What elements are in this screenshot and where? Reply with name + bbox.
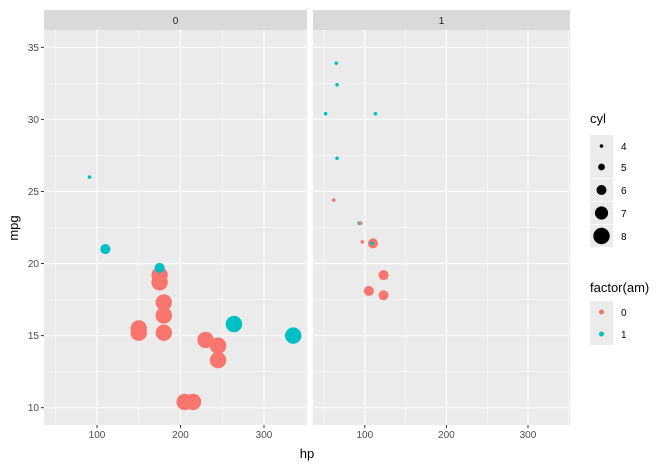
data-point	[197, 331, 214, 349]
legend-label: 1	[621, 330, 627, 341]
data-point	[373, 111, 378, 116]
data-point	[323, 111, 328, 116]
data-point	[154, 262, 165, 273]
x-axis-label: hp	[300, 446, 314, 461]
data-point	[87, 175, 92, 179]
legend-size-point	[599, 144, 604, 148]
data-point	[335, 82, 339, 87]
legend-size-point	[593, 227, 610, 245]
data-point	[209, 337, 227, 354]
x-tick-label: 300	[520, 430, 537, 441]
legend-size-point	[596, 185, 607, 195]
data-point	[225, 315, 243, 333]
data-point	[155, 294, 173, 311]
legend-label: 5	[621, 163, 627, 174]
data-point	[155, 324, 173, 341]
data-point	[285, 327, 302, 344]
facet-strip	[44, 10, 307, 30]
x-tick-label: 200	[438, 430, 455, 441]
facet-label: 0	[173, 16, 179, 27]
y-tick-label: 10	[28, 403, 40, 414]
legend-label: 4	[621, 142, 627, 153]
legend-color-point	[599, 331, 604, 337]
data-point	[360, 240, 365, 244]
data-point	[358, 221, 363, 225]
data-point	[130, 324, 147, 341]
legend-size-point	[594, 206, 609, 220]
data-point	[363, 285, 374, 296]
facet-label: 1	[439, 16, 445, 27]
data-point	[334, 61, 339, 65]
legend-label: 7	[621, 209, 627, 220]
data-point	[184, 393, 202, 411]
data-point	[378, 270, 389, 281]
y-axis-label: mpg	[6, 215, 21, 240]
x-tick-label: 300	[256, 430, 273, 441]
x-tick-label: 100	[356, 430, 373, 441]
y-tick-label: 25	[28, 187, 40, 198]
legend-color-point	[599, 309, 604, 315]
data-point	[155, 307, 173, 324]
x-tick-label: 100	[89, 430, 106, 441]
y-tick-label: 35	[28, 43, 40, 54]
legend-label: 8	[621, 232, 627, 243]
facet-strip	[313, 10, 570, 30]
data-point	[151, 266, 168, 284]
legend-title-am: factor(am)	[590, 280, 649, 295]
data-point	[378, 290, 389, 301]
data-point	[332, 198, 336, 202]
data-point	[370, 241, 374, 246]
legend-label: 6	[621, 186, 627, 197]
y-tick-label: 30	[28, 115, 40, 126]
data-point	[209, 351, 227, 369]
legend-size-point	[598, 163, 605, 171]
y-tick-label: 15	[28, 331, 40, 342]
x-tick-label: 200	[172, 430, 189, 441]
data-point	[100, 244, 111, 255]
legend-label: 0	[621, 308, 627, 319]
data-point	[335, 156, 339, 161]
y-tick-label: 20	[28, 259, 40, 270]
legend-title-cyl: cyl	[590, 111, 606, 126]
